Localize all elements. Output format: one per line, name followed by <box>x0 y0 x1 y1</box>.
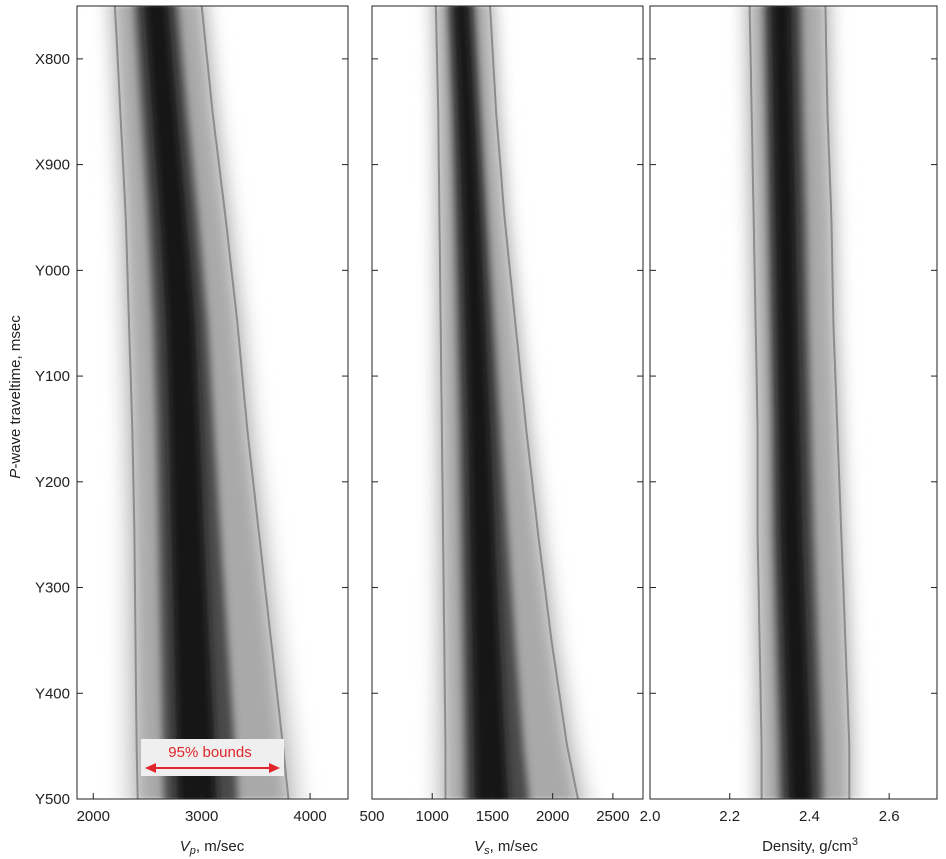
x-axis-title-vs-unit: , m/sec <box>490 838 539 855</box>
density-field-vs <box>429 6 594 799</box>
y-axis-title-rest: -wave traveltime, msec <box>7 315 24 469</box>
y-axis-title-italic: P <box>7 469 24 479</box>
annotation-95-bounds: 95% bounds <box>141 739 284 776</box>
x-tick-label: 2000 <box>536 808 569 825</box>
y-tick-label: X900 <box>35 157 70 174</box>
x-tick-label: 3000 <box>185 808 218 825</box>
annotation-label: 95% bounds <box>168 744 251 761</box>
x-axis-title-vp: Vp, m/sec <box>180 838 245 857</box>
y-axis-title: P-wave traveltime, msec <box>7 315 24 479</box>
x-axis-title-density-text: Density, g/cm <box>762 838 852 855</box>
panel-vs: 500 1000 1500 2000 2500 Vs, m/sec <box>359 6 643 857</box>
x-tick-label: 2.2 <box>719 808 740 825</box>
x-tick-label: 500 <box>359 808 384 825</box>
x-tick-label: 4000 <box>293 808 326 825</box>
density-field-density <box>741 6 860 799</box>
x-tick-label: 2.0 <box>640 808 661 825</box>
x-axis-title-vp-unit: , m/sec <box>196 838 245 855</box>
x-tick-label: 2000 <box>77 808 110 825</box>
x-axis-title-density-sup: 3 <box>852 836 858 848</box>
y-tick-label: Y500 <box>35 791 70 808</box>
y-tick-label: Y200 <box>35 474 70 491</box>
panel-vp: 2000 3000 4000 95% bounds Vp, m/sec <box>77 6 348 857</box>
y-tick-label: Y100 <box>35 368 70 385</box>
x-axis-title-density: Density, g/cm3 <box>762 836 858 855</box>
x-tick-label: 2.6 <box>879 808 900 825</box>
x-tick-label: 2500 <box>596 808 629 825</box>
y-tick-label: Y400 <box>35 685 70 702</box>
x-axis-title-vp-sub: p <box>189 845 196 857</box>
y-tick-label: Y300 <box>35 580 70 597</box>
y-tick-label: Y000 <box>35 262 70 279</box>
y-tick-label: X800 <box>35 51 70 68</box>
x-axis-title-vs: Vs, m/sec <box>474 838 538 857</box>
x-tick-label: 1500 <box>476 808 509 825</box>
x-tick-label: 1000 <box>416 808 449 825</box>
panel-density: 2.0 2.2 2.4 2.6 Density, g/cm3 <box>640 6 937 855</box>
x-tick-label: 2.4 <box>799 808 820 825</box>
